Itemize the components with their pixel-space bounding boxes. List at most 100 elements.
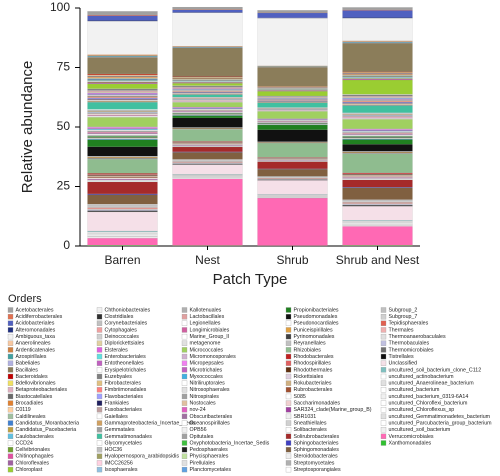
bar-segment <box>87 139 158 147</box>
legend-swatch <box>96 393 103 400</box>
bar-segment <box>342 101 413 103</box>
legend-swatch <box>181 400 188 406</box>
legend-label: Gemmatimonadales <box>105 434 153 440</box>
legend-swatch <box>181 367 188 373</box>
legend-label: Deinococcales <box>105 334 140 340</box>
legend-swatch <box>7 420 14 426</box>
bar-segment <box>342 245 413 247</box>
legend-label: Planctomycetales <box>190 467 232 473</box>
bar-segment <box>342 225 413 226</box>
bar-segment <box>342 199 413 201</box>
legend-swatch <box>285 307 292 313</box>
legend-swatch <box>285 373 292 380</box>
bar-segment <box>342 204 413 206</box>
bar-segment <box>87 113 158 115</box>
bar-segment <box>87 157 158 159</box>
bar-segment <box>342 224 413 226</box>
bar-segment <box>87 235 158 237</box>
bar-segment <box>342 136 413 138</box>
legend-swatch <box>181 360 188 366</box>
bar-segment <box>87 117 158 127</box>
bar-segment <box>342 203 413 205</box>
bar-segment <box>342 226 413 246</box>
legend-label: Rhodothermales <box>294 367 333 373</box>
legend-swatch <box>285 380 292 386</box>
bar-segment <box>342 173 413 175</box>
bar-segment <box>87 205 158 207</box>
legend-swatch <box>380 373 387 380</box>
bar-segment <box>87 210 158 212</box>
legend-swatch <box>181 327 188 333</box>
bar-segment <box>342 97 413 99</box>
legend-label: Gaiellales <box>105 414 129 420</box>
bar-segment <box>342 138 413 140</box>
legend-swatch <box>7 313 14 320</box>
legend-swatch <box>181 380 188 386</box>
bar-segment <box>342 220 413 222</box>
legend-swatch <box>285 360 292 366</box>
bar-segment <box>342 114 413 116</box>
legend-label: Legionellales <box>190 321 221 327</box>
legend-swatch <box>96 360 103 366</box>
bar-segment <box>257 197 328 246</box>
bar-segment <box>342 103 413 104</box>
bar-segment <box>87 94 158 96</box>
legend-swatch <box>96 413 103 420</box>
legend-swatch <box>181 460 188 466</box>
bar-segment <box>342 134 413 136</box>
bar-segment <box>87 100 158 101</box>
legend-swatch <box>181 307 188 313</box>
legend-swatch <box>96 420 103 426</box>
legend-label: Acetobacterales <box>16 307 54 313</box>
bar-segment <box>342 135 413 137</box>
bar-segment <box>87 11 158 15</box>
legend-label: Streptosporangiales <box>294 467 341 473</box>
legend-swatch <box>380 440 387 446</box>
legend-label: Lactobacillales <box>190 314 225 320</box>
legend-swatch <box>285 353 292 360</box>
bar-segment <box>172 12 243 47</box>
legend-label: Flavobacteriales <box>105 394 144 400</box>
bar-segment <box>342 178 413 179</box>
legend-swatch <box>7 466 14 473</box>
bar-segment <box>342 134 413 135</box>
legend-label: uncultured_Gemmatimonadetes_bacterium <box>389 414 491 420</box>
bar-segment <box>87 93 158 95</box>
legend-label: Oxyphotobacteria_Incertae_Sedis <box>190 440 270 446</box>
bar-segment <box>87 231 158 233</box>
legend-label: Acidobacteriales <box>16 321 55 327</box>
bar-segment <box>342 41 413 43</box>
legend-label: Solibacterales <box>294 427 328 433</box>
bar-segment <box>172 117 243 128</box>
bar-segment <box>87 15 158 21</box>
bar-segment <box>342 176 413 178</box>
legend-swatch <box>7 427 14 433</box>
bar-segment <box>87 20 158 22</box>
legend-label: Longimicrobiales <box>190 327 230 333</box>
bar-segment <box>87 174 158 175</box>
bar-segment <box>257 129 328 142</box>
legend-swatch <box>7 367 14 373</box>
bar-segment <box>87 233 158 235</box>
legend-swatch <box>285 433 292 440</box>
bar-segment <box>87 133 158 134</box>
legend-label: Rickettsiales <box>294 374 324 380</box>
legend-swatch <box>7 320 14 326</box>
bar-segment <box>87 180 158 182</box>
legend-label: Entotheonellales <box>105 361 145 367</box>
legend-swatch <box>285 420 292 426</box>
bar-segment <box>87 204 158 205</box>
legend-swatch <box>7 440 14 446</box>
bar-segment <box>87 76 158 77</box>
legend-label: Oceanospirillales <box>190 420 231 426</box>
legend-swatch <box>96 427 103 433</box>
bar-segment <box>87 126 158 128</box>
legend-label: Chloroflexales <box>16 460 50 466</box>
bar-segment <box>342 151 413 153</box>
bar-segment <box>257 169 328 177</box>
legend-swatch <box>181 347 188 353</box>
bar-segment <box>342 78 413 80</box>
legend-swatch <box>96 433 103 440</box>
legend-label: Hyalopernospora_arabidopsidis <box>105 454 180 460</box>
bar-segment <box>87 133 158 135</box>
